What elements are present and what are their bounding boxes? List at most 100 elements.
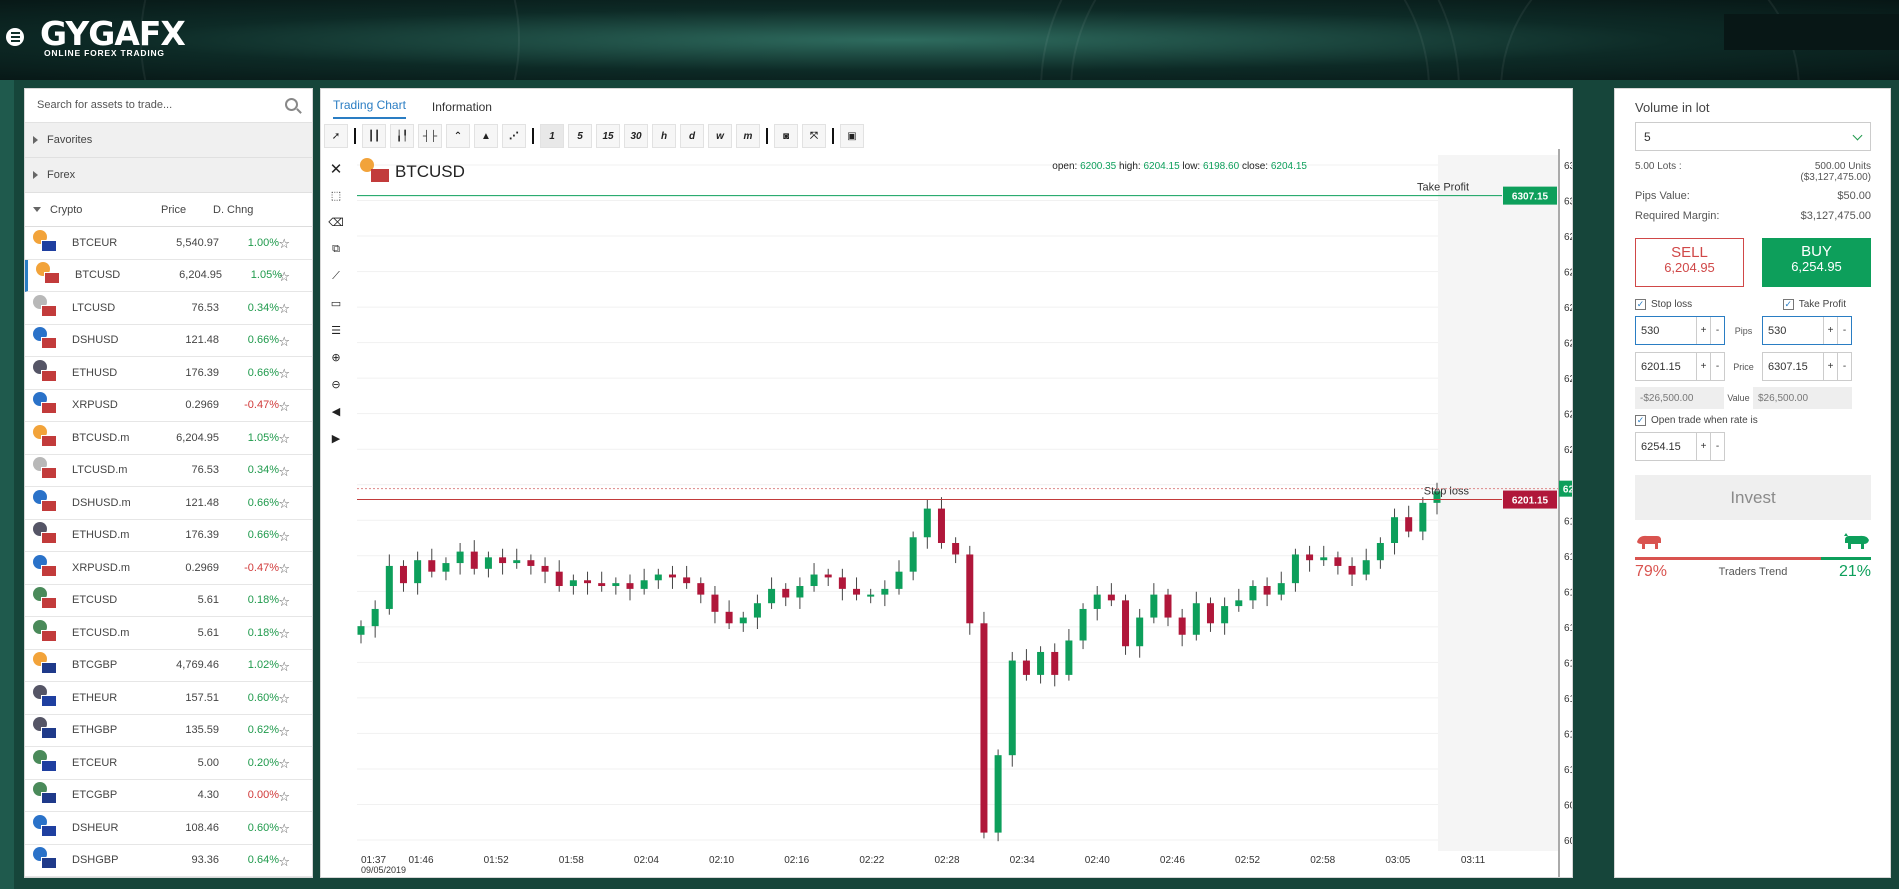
favorite-star-icon[interactable]: ☆	[278, 626, 290, 641]
timeframe-button[interactable]: 1	[540, 124, 564, 148]
change-column-header[interactable]: D. Chng	[213, 203, 254, 216]
favorite-star-icon[interactable]: ☆	[278, 366, 290, 381]
asset-row[interactable]: BTCUSD 6,204.95 1.05% ☆	[25, 259, 312, 292]
close-icon[interactable]: ✕	[329, 160, 343, 178]
checkbox-checked-icon[interactable]: ✓	[1635, 415, 1646, 427]
volume-select[interactable]: 5	[1635, 122, 1871, 151]
trendline-icon[interactable]: ⟋	[332, 270, 340, 282]
asset-row[interactable]: ETHEUR 157.51 0.60% ☆	[25, 682, 312, 715]
stop-loss-pips-value[interactable]: 530	[1641, 324, 1660, 337]
decrement-button[interactable]: -	[1837, 353, 1851, 381]
search-input[interactable]	[25, 89, 265, 121]
asset-row[interactable]: DSHEUR 108.46 0.60% ☆	[25, 812, 312, 845]
decrement-button[interactable]: -	[1837, 317, 1851, 345]
checkbox-checked-icon[interactable]: ✓	[1782, 299, 1794, 310]
take-profit-pips-value[interactable]: 530	[1768, 324, 1787, 337]
camera-icon[interactable]: ◙	[774, 124, 798, 148]
candlestick-chart[interactable]: 6317.83 6305.44 6293.05 6280.66 6268.27 6255.…	[321, 149, 1572, 877]
timeframe-button[interactable]: h	[652, 124, 676, 148]
asset-row[interactable]: ETHUSD.m 176.39 0.66% ☆	[25, 520, 312, 552]
asset-row[interactable]: ETCUSD.m 5.61 0.18% ☆	[25, 617, 312, 650]
delete-drawings-icon[interactable]: ⌫	[328, 217, 344, 229]
favorite-star-icon[interactable]: ☆	[278, 301, 290, 316]
asset-row[interactable]: DSHUSD 121.48 0.66% ☆	[25, 325, 312, 357]
increment-button[interactable]: +	[1696, 317, 1710, 345]
stop-loss-price-value[interactable]: 6201.15	[1641, 360, 1681, 373]
area-chart-icon[interactable]: ▲	[474, 124, 498, 148]
asset-row[interactable]: DSHUSD.m 121.48 0.66% ☆	[25, 487, 312, 520]
take-profit-price-value[interactable]: 6307.15	[1768, 360, 1808, 373]
brand-logo[interactable]: GYGAFX ONLINE FOREX TRADING	[40, 17, 186, 58]
asset-row[interactable]: ETHUSD 176.39 0.66% ☆	[25, 357, 312, 390]
asset-row[interactable]: DSHGBP 93.36 0.64% ☆	[25, 845, 312, 877]
timeframe-button[interactable]: d	[680, 124, 704, 148]
rectangle-icon[interactable]: ▭	[330, 298, 342, 310]
asset-row[interactable]: BTCUSD.m 6,204.95 1.05% ☆	[25, 422, 312, 455]
zoom-in-icon[interactable]: ⊕	[331, 352, 341, 364]
fibonacci-icon[interactable]: ☰	[331, 325, 341, 337]
clone-icon[interactable]: ⧉	[332, 243, 340, 255]
tab-trading-chart[interactable]: Trading Chart	[333, 98, 406, 119]
decrement-button[interactable]: -	[1710, 353, 1724, 381]
scroll-left-icon[interactable]: ◀	[331, 406, 341, 418]
favorite-star-icon[interactable]: ☆	[278, 593, 290, 609]
stop-loss-price-field[interactable]: 6201.15 + -	[1635, 352, 1725, 382]
open-rate-field[interactable]: 6254.15 + -	[1635, 432, 1725, 462]
candles-icon[interactable]: ┃┃	[362, 124, 386, 148]
open-rate-value[interactable]: 6254.15	[1641, 440, 1681, 453]
increment-button[interactable]: +	[1696, 433, 1710, 461]
buy-button[interactable]: BUY 6,254.95	[1762, 238, 1871, 287]
timeframe-button[interactable]: 5	[568, 124, 592, 148]
increment-button[interactable]: +	[1696, 353, 1710, 381]
favorite-star-icon[interactable]: ☆	[278, 561, 290, 576]
favorite-star-icon[interactable]: ☆	[278, 691, 290, 706]
asset-row[interactable]: XRPUSD.m 0.2969 -0.47% ☆	[25, 552, 312, 585]
favorite-star-icon[interactable]: ☆	[278, 398, 290, 414]
hamburger-menu-icon[interactable]	[6, 28, 24, 46]
favorite-star-icon[interactable]: ☆	[278, 463, 290, 479]
asset-row[interactable]: XRPUSD 0.2969 -0.47% ☆	[25, 390, 312, 422]
decrement-button[interactable]: -	[1710, 433, 1724, 461]
asset-row[interactable]: BTCEUR 5,540.97 1.00% ☆	[25, 227, 312, 260]
indicator-icon[interactable]: ▣	[840, 124, 864, 148]
asset-row[interactable]: LTCUSD 76.53 0.34% ☆	[25, 292, 312, 325]
stop-loss-pips-field[interactable]: 530 + -	[1635, 316, 1725, 346]
category-forex[interactable]: Forex	[25, 158, 312, 193]
take-profit-pips-field[interactable]: 530 + -	[1762, 316, 1852, 346]
price-column-header[interactable]: Price	[161, 203, 187, 216]
cursor-icon[interactable]: ➚	[324, 124, 348, 148]
select-tool-icon[interactable]: ⬚	[330, 190, 342, 202]
invest-button[interactable]: Invest	[1635, 475, 1871, 521]
increment-button[interactable]: +	[1823, 317, 1837, 345]
favorite-star-icon[interactable]: ☆	[278, 333, 290, 349]
search-icon[interactable]	[285, 98, 298, 111]
scroll-right-icon[interactable]: ▶	[331, 433, 341, 445]
favorite-star-icon[interactable]: ☆	[278, 528, 290, 544]
favorite-star-icon[interactable]: ☆	[278, 723, 290, 739]
asset-row[interactable]: ETCEUR 5.00 0.20% ☆	[25, 747, 312, 780]
favorite-star-icon[interactable]: ☆	[278, 756, 290, 771]
asset-row[interactable]: LTCUSD.m 76.53 0.34% ☆	[25, 455, 312, 487]
timeframe-button[interactable]: 30	[624, 124, 648, 148]
decrement-button[interactable]: -	[1710, 317, 1724, 345]
favorite-star-icon[interactable]: ☆	[278, 268, 290, 284]
timeframe-button[interactable]: w	[708, 124, 732, 148]
take-profit-toggle[interactable]: ✓ Take Profit	[1782, 299, 1846, 310]
zoom-out-icon[interactable]: ⊖	[331, 379, 341, 391]
open-when-toggle[interactable]: ✓ Open trade when rate is	[1635, 415, 1871, 427]
favorite-star-icon[interactable]: ☆	[278, 431, 290, 446]
bars-icon[interactable]: ┤├	[418, 124, 442, 148]
favorite-star-icon[interactable]: ☆	[278, 821, 290, 836]
favorite-star-icon[interactable]: ☆	[278, 236, 290, 251]
crypto-list-header[interactable]: Crypto Price D. Chng	[25, 193, 312, 227]
favorite-star-icon[interactable]: ☆	[278, 496, 290, 511]
dots-chart-icon[interactable]: ⋰	[502, 124, 526, 148]
asset-row[interactable]: ETHGBP 135.59 0.62% ☆	[25, 715, 312, 747]
asset-row[interactable]: ETCUSD 5.61 0.18% ☆	[25, 585, 312, 617]
fullscreen-icon[interactable]: ⤧	[802, 124, 826, 148]
category-favorites[interactable]: Favorites	[25, 123, 312, 158]
line-chart-icon[interactable]: ⌃	[446, 124, 470, 148]
take-profit-price-field[interactable]: 6307.15 + -	[1762, 352, 1852, 382]
stop-loss-toggle[interactable]: ✓ Stop loss	[1635, 299, 1692, 310]
timeframe-button[interactable]: m	[736, 124, 760, 148]
